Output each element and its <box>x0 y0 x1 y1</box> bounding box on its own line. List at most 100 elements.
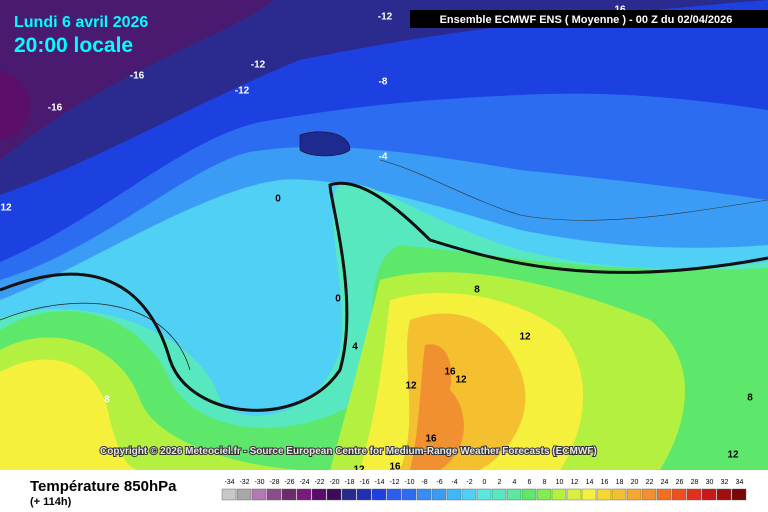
legend-label: 26 <box>676 479 684 486</box>
contour-label: 16 <box>444 367 456 378</box>
legend-label: 12 <box>571 479 579 486</box>
contour-label: -8 <box>379 77 388 88</box>
legend-swatch <box>671 488 687 501</box>
legend-label: 16 <box>601 479 609 486</box>
legend-swatch <box>656 488 672 501</box>
contour-label: -12 <box>235 86 250 97</box>
legend-label: 4 <box>513 479 517 486</box>
contour-label: 12 <box>0 203 12 214</box>
legend-label: -22 <box>314 479 324 486</box>
legend-label: -34 <box>224 479 234 486</box>
contour-label: 12 <box>405 381 417 392</box>
legend-swatch <box>386 488 402 501</box>
contour-label: 12 <box>727 450 739 461</box>
legend-label: -16 <box>359 479 369 486</box>
legend-swatch <box>281 488 297 501</box>
header-box <box>410 10 768 28</box>
legend-swatch <box>431 488 447 501</box>
legend-label: 30 <box>706 479 714 486</box>
legend-label: -24 <box>299 479 309 486</box>
contour-label: -16 <box>130 71 145 82</box>
legend-label: -30 <box>254 479 264 486</box>
legend-label: -6 <box>436 479 442 486</box>
field-title: Température 850hPa <box>30 478 177 495</box>
contour-label: 12 <box>455 375 467 386</box>
contour-label: 0 <box>335 294 341 305</box>
legend-swatch <box>221 488 237 501</box>
legend-label: -26 <box>284 479 294 486</box>
legend-label: 34 <box>736 479 744 486</box>
color-legend: -34 -32 -30 -28 -26 -24 -22 -20 -18 -16 -14 -12 -10-… <box>221 479 747 501</box>
contour-label: 4 <box>352 342 358 353</box>
legend-swatch <box>296 488 312 501</box>
contour-label: -4 <box>379 152 388 163</box>
legend-label: -32 <box>239 479 249 486</box>
legend-swatch <box>446 488 462 501</box>
legend-label: -20 <box>329 479 339 486</box>
legend-swatch <box>686 488 702 501</box>
contour-label: -12 <box>251 60 266 71</box>
legend-label: 6 <box>528 479 532 486</box>
legend-label: 32 <box>721 479 729 486</box>
contour-label: -16 <box>48 103 63 114</box>
contour-label: 16 <box>425 434 437 445</box>
legend-label: 8 <box>543 479 547 486</box>
legend-swatch <box>416 488 432 501</box>
legend-swatch <box>461 488 477 501</box>
legend-swatch <box>266 488 282 501</box>
legend-swatch <box>536 488 552 501</box>
legend-label: 2 <box>498 479 502 486</box>
contour-label: -12 <box>378 12 393 23</box>
contour-label: 16 <box>389 462 401 473</box>
legend-swatch <box>311 488 327 501</box>
legend-label: 0 <box>483 479 487 486</box>
legend-label: 18 <box>616 479 624 486</box>
legend-swatch <box>506 488 522 501</box>
contour-label: 0 <box>275 194 281 205</box>
legend-swatch <box>731 488 747 501</box>
legend-swatch <box>641 488 657 501</box>
legend-swatch <box>371 488 387 501</box>
model-info: Ensemble ECMWF ENS ( Moyenne ) - 00 Z du… <box>440 14 733 26</box>
legend-label: -28 <box>269 479 279 486</box>
legend-swatch <box>356 488 372 501</box>
lead-time: (+ 114h) <box>30 496 72 508</box>
legend-swatch <box>401 488 417 501</box>
contour-label: 8 <box>104 395 110 406</box>
legend-swatch <box>596 488 612 501</box>
map-fill <box>0 0 768 470</box>
legend-swatch <box>326 488 342 501</box>
legend-label: 28 <box>691 479 699 486</box>
legend-label: -18 <box>344 479 354 486</box>
legend-swatch <box>551 488 567 501</box>
map-date: Lundi 6 avril 2026 <box>14 14 148 31</box>
legend-label: -8 <box>421 479 427 486</box>
legend-label: -12 <box>389 479 399 486</box>
contour-label: 12 <box>519 332 531 343</box>
contour-label: 8 <box>474 285 480 296</box>
legend-label: 22 <box>646 479 654 486</box>
legend-label: -4 <box>451 479 457 486</box>
legend-swatch <box>611 488 627 501</box>
legend-swatch <box>701 488 717 501</box>
legend-label: 10 <box>556 479 564 486</box>
legend-swatch <box>716 488 732 501</box>
legend-label: -2 <box>466 479 472 486</box>
legend-label: -10 <box>404 479 414 486</box>
legend-swatch <box>566 488 582 501</box>
legend-swatch <box>476 488 492 501</box>
legend-label: 14 <box>586 479 594 486</box>
legend-label: -14 <box>374 479 384 486</box>
legend-swatch <box>521 488 537 501</box>
copyright: Copyright © 2026 Meteociel.fr - Source E… <box>100 446 597 457</box>
legend-swatch <box>626 488 642 501</box>
map-time: 20:00 locale <box>14 34 133 57</box>
legend-swatch <box>581 488 597 501</box>
legend-swatch <box>236 488 252 501</box>
legend-label: 20 <box>631 479 639 486</box>
legend-label: 24 <box>661 479 669 486</box>
legend-swatch <box>341 488 357 501</box>
legend-swatch <box>491 488 507 501</box>
legend-swatch <box>251 488 267 501</box>
